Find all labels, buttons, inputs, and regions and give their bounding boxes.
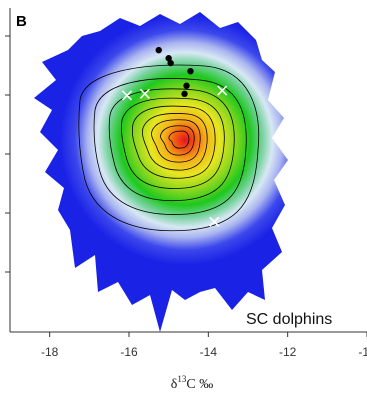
chart-annotation: SC dolphins xyxy=(246,311,332,328)
black-data-point xyxy=(187,68,193,74)
x-tick-label: -10 xyxy=(358,345,367,359)
x-axis-label: δ13C ‰ xyxy=(171,374,213,392)
y-axis-ticks xyxy=(5,36,10,272)
density-outer-region xyxy=(34,12,288,332)
panel-label: B xyxy=(16,13,27,30)
black-data-point xyxy=(183,83,189,89)
x-tick-label: -12 xyxy=(279,345,297,359)
x-axis-label-rest: C ‰ xyxy=(186,377,213,392)
x-axis-ticks: -18 -16 -14 -12 -10 xyxy=(41,332,367,359)
black-data-point xyxy=(167,60,173,66)
black-data-point xyxy=(181,91,187,97)
x-tick-label: -16 xyxy=(120,345,138,359)
x-tick-label: -18 xyxy=(41,345,59,359)
black-data-point xyxy=(156,47,162,53)
x-tick-label: -14 xyxy=(200,345,218,359)
